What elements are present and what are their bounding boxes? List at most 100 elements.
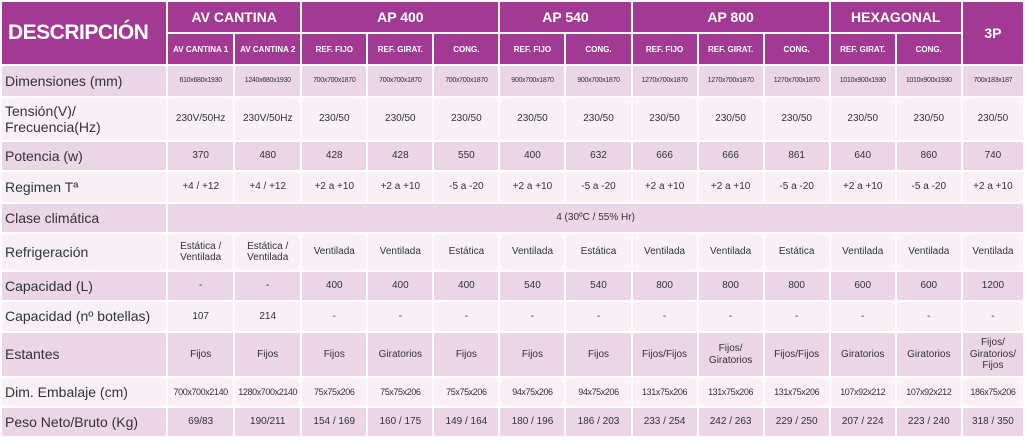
value-cell: - [894, 300, 963, 333]
value-cell: 666 [696, 140, 765, 172]
value-cell: 540 [498, 270, 567, 302]
value-cell: 75x75x206 [432, 376, 501, 408]
value-cell: - [630, 300, 699, 333]
row-label: Clase climática [0, 202, 169, 234]
value-cell: 700x700x1870 [366, 64, 435, 98]
value-cell: Giratorios [828, 331, 897, 378]
header-sub-row: AV CANTINA 1 AV CANTINA 2 REF. FIJO REF.… [1, 32, 1024, 66]
value-cell: 610x680x1930 [166, 64, 236, 98]
value-cell: 214 [233, 300, 303, 333]
value-cell: 700x183x187 [960, 64, 1025, 98]
value-cell: - [498, 300, 567, 333]
value-cell: Fijos [300, 331, 369, 378]
value-cell: 230/50 [696, 96, 765, 142]
value-cell: Ventilada [894, 232, 963, 272]
value-cell: 400 [300, 270, 369, 302]
row-label: Dim. Embalaje (cm) [0, 376, 169, 408]
row-label: Regimen Tª [0, 170, 169, 204]
value-cell: -5 a -20 [894, 170, 963, 204]
value-cell: 540 [564, 270, 633, 302]
value-cell: 223 / 240 [894, 406, 963, 438]
value-cell: Fijos [166, 331, 236, 378]
value-cell: - [366, 300, 435, 333]
value-cell: 230/50 [762, 96, 831, 142]
value-cell: Estática / Ventilada [233, 232, 303, 272]
value-cell: +2 a +10 [828, 170, 897, 204]
value-cell: 186x75x206 [960, 376, 1025, 408]
sub-header: REF. GIRAT. [696, 32, 765, 66]
row-label: Peso Neto/Bruto (Kg) [0, 406, 169, 438]
value-cell: 700x700x1870 [300, 64, 369, 98]
value-cell: 800 [630, 270, 699, 302]
table-row: Peso Neto/Bruto (Kg) 69/83 190/211 154 / 16… [0, 406, 1025, 438]
value-cell: 428 [300, 140, 369, 172]
value-cell: 550 [432, 140, 501, 172]
row-label: Refrigeración [0, 232, 169, 272]
value-cell: 600 [894, 270, 963, 302]
value-cell: 1270x700x1870 [630, 64, 699, 98]
value-cell: -5 a -20 [564, 170, 633, 204]
value-cell: 230/50 [894, 96, 963, 142]
value-cell: -5 a -20 [762, 170, 831, 204]
value-cell: 230/50 [960, 96, 1025, 142]
value-cell: 400 [432, 270, 501, 302]
value-cell: 800 [696, 270, 765, 302]
value-cell: 230V/50Hz [233, 96, 303, 142]
value-cell: Fijos/Fijos [630, 331, 699, 378]
row-label: Potencia (w) [0, 140, 169, 172]
sub-header: REF. GIRAT. [366, 32, 435, 66]
value-cell: 131x75x206 [762, 376, 831, 408]
value-cell: Ventilada [366, 232, 435, 272]
sub-header: REF. FIJO [498, 32, 567, 66]
value-cell: 900x700x1870 [498, 64, 567, 98]
table-row: Dim. Embalaje (cm) 700x700x2140 1280x700x2… [0, 376, 1025, 408]
value-cell: 107x92x212 [894, 376, 963, 408]
value-cell: Estática / Ventilada [166, 232, 236, 272]
value-cell: +2 a +10 [696, 170, 765, 204]
value-cell: +4 / +12 [166, 170, 236, 204]
value-cell: 1010x900x1930 [828, 64, 897, 98]
value-cell: 400 [366, 270, 435, 302]
value-cell: +2 a +10 [630, 170, 699, 204]
value-cell: +2 a +10 [366, 170, 435, 204]
value-cell: Fijos/ Giratorios/ Fijos [960, 331, 1025, 378]
sub-header: CONG. [894, 32, 963, 66]
value-cell: - [828, 300, 897, 333]
value-cell: 666 [630, 140, 699, 172]
value-cell: 107x92x212 [828, 376, 897, 408]
value-cell: - [233, 270, 303, 302]
model-header-ap-540: AP 540 [498, 0, 633, 34]
value-cell: 1270x700x1870 [762, 64, 831, 98]
value-cell: 640 [828, 140, 897, 172]
value-cell: +2 a +10 [300, 170, 369, 204]
value-cell: 800 [762, 270, 831, 302]
table-row: Dimensiones (mm) 610x680x1930 1240x680x193… [0, 64, 1025, 98]
value-cell: 700x700x1870 [432, 64, 501, 98]
value-cell: 700x700x2140 [166, 376, 236, 408]
value-cell: Ventilada [828, 232, 897, 272]
sub-header: CONG. [432, 32, 501, 66]
value-cell: Ventilada [960, 232, 1025, 272]
model-header-hexagonal: HEXAGONAL [828, 0, 963, 34]
value-cell: 75x75x206 [366, 376, 435, 408]
value-cell: Ventilada [696, 232, 765, 272]
table-row: Tensión(V)/ Frecuencia(Hz) 230V/50Hz 230V/… [0, 96, 1025, 142]
model-header-ap-800: AP 800 [630, 0, 831, 34]
value-cell: 180 / 196 [498, 406, 567, 438]
header-model-row: DESCRIPCIÓN AV CANTINA AP 400 AP 540 AP … [0, 0, 1025, 66]
value-cell: 230/50 [564, 96, 633, 142]
value-cell: 207 / 224 [828, 406, 897, 438]
value-cell: Ventilada [300, 232, 369, 272]
table-title: DESCRIPCIÓN [0, 0, 169, 66]
value-cell: 740 [960, 140, 1025, 172]
value-cell: 149 / 164 [432, 406, 501, 438]
table-row: Refrigeración Estática / Ventilada Estátic… [0, 232, 1025, 272]
value-cell: Fijos/ Giratorios [696, 331, 765, 378]
value-cell: Fijos [432, 331, 501, 378]
value-cell: Fijos [498, 331, 567, 378]
model-header-3p: 3P [960, 0, 1025, 66]
value-cell: 94x75x206 [498, 376, 567, 408]
value-cell: 160 / 175 [366, 406, 435, 438]
value-cell: 230/50 [432, 96, 501, 142]
value-cell: 154 / 169 [300, 406, 369, 438]
